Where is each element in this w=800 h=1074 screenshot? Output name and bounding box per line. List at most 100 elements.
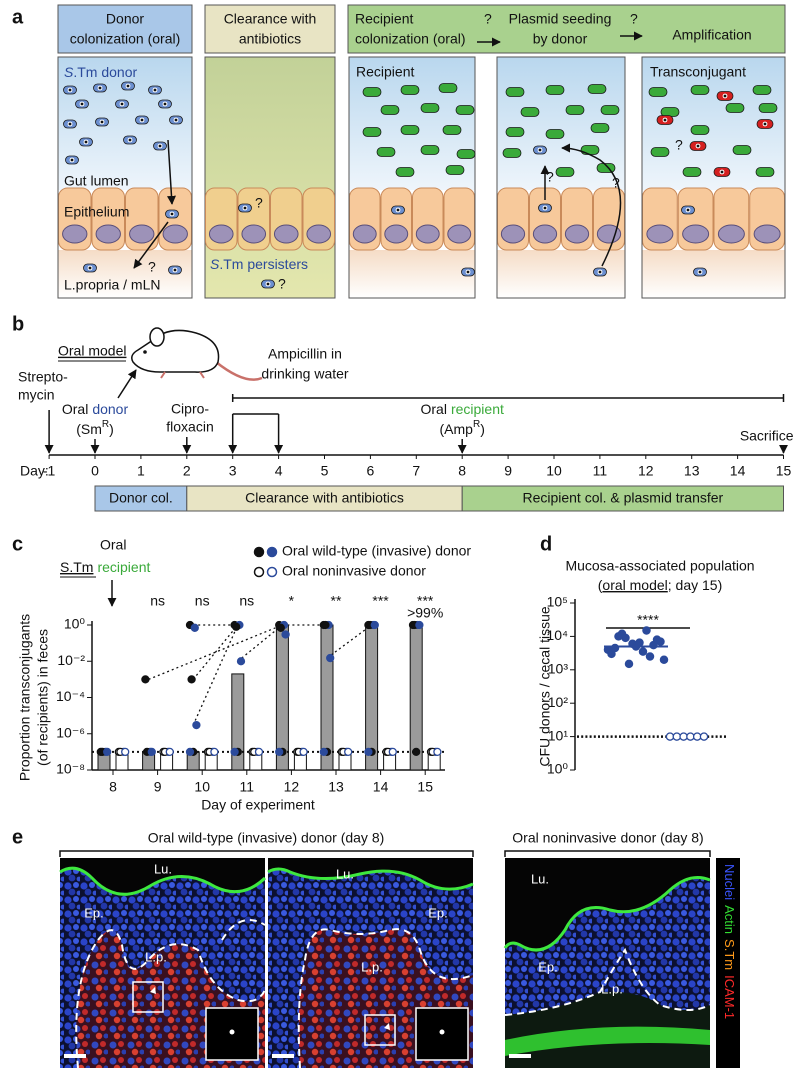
region-label: Lu.: [336, 866, 354, 881]
plasmid: [100, 120, 104, 124]
phase-bar: [94, 485, 188, 512]
dashed-boundary: [75, 919, 266, 1069]
region-label: L.p.: [361, 959, 383, 974]
micrograph: [267, 858, 474, 1069]
bacterium: [400, 85, 420, 95]
day-label: 8: [458, 463, 466, 479]
bacterium: [650, 147, 670, 157]
image-title: Oral wild-type (invasive) donor (day 8): [148, 830, 385, 846]
cell-nucleus: [352, 224, 377, 244]
treatment-period: [231, 394, 785, 402]
plasmid: [173, 268, 177, 272]
cell-nucleus: [564, 224, 590, 244]
bacterium: [600, 105, 620, 115]
plasmid: [466, 270, 470, 274]
phase-bar: [186, 485, 463, 512]
data-point: [686, 732, 695, 741]
resistance-label-part: ): [109, 421, 114, 437]
arrowhead: [384, 1023, 390, 1030]
header-text: by donor: [533, 31, 588, 47]
plasmid: [698, 270, 702, 274]
species-label-part: S: [64, 64, 74, 80]
data-point: [141, 675, 150, 684]
mouse-track: [148, 624, 283, 680]
data-point: [665, 732, 675, 741]
cell-nucleus: [162, 224, 188, 244]
cell-nucleus: [384, 224, 409, 244]
lumen-area: [268, 858, 473, 890]
plasmid: [723, 94, 727, 98]
resistance-label-part: R: [102, 419, 109, 430]
panel-letter: b: [12, 313, 24, 335]
mouse-tail: [215, 361, 263, 381]
bacterium: [376, 147, 396, 157]
treatment-label: mycin: [18, 387, 55, 403]
day-label: 9: [504, 463, 512, 479]
header-box: [347, 4, 786, 54]
plasmid: [68, 122, 72, 126]
cell-nucleus: [241, 224, 267, 244]
region-label: Ep.: [84, 905, 104, 920]
bacterium: [690, 125, 710, 135]
data-point: [656, 637, 665, 646]
bacterium: [755, 167, 775, 177]
panel-frame: [57, 56, 193, 299]
data-point: [232, 622, 241, 631]
chart-title: Mucosa-associated population: [565, 558, 754, 574]
bacterium: [555, 167, 575, 177]
bacterium: [725, 103, 745, 113]
cell-nucleus: [306, 224, 332, 244]
resistance-label-part: (Sm: [76, 421, 102, 437]
day-label: 12: [638, 463, 654, 479]
chart-subtitle: (oral model; day 15): [598, 577, 723, 593]
significance-label: *: [289, 593, 295, 609]
mouse-legs: [160, 371, 205, 379]
header-text: Recipient: [355, 11, 413, 27]
day-label: 7: [412, 463, 420, 479]
x-tick-label: 14: [373, 779, 389, 795]
x-axis-label: Day of experiment: [201, 797, 315, 813]
y-tick-label: 10⁴: [546, 627, 568, 643]
dashed-boundary: [297, 928, 474, 1069]
cell-nucleus: [646, 224, 674, 244]
y-tick-label: 10⁵: [547, 594, 568, 610]
actin-border: [267, 867, 474, 891]
data-point: [147, 747, 156, 757]
header-text: colonization (oral): [355, 31, 466, 47]
stain-name: Nuclei: [722, 864, 737, 900]
lamina-area: [642, 250, 785, 298]
region-label: Epithelium: [64, 204, 129, 220]
data-point: [254, 747, 264, 757]
day-label: 5: [321, 463, 329, 479]
day-label: 3: [229, 463, 237, 479]
data-point: [679, 732, 688, 741]
data-point: [236, 657, 246, 666]
model-label: Oral model: [58, 343, 126, 359]
bacterium: [362, 87, 382, 97]
data-point: [187, 675, 196, 684]
plasmid: [80, 102, 84, 106]
cell-nucleus: [682, 224, 710, 244]
cell-nucleus: [62, 224, 88, 244]
bacterium: [565, 105, 585, 115]
bacterium: [587, 84, 607, 94]
resistance-label: (SmR): [76, 419, 114, 437]
cell-nucleus: [95, 224, 121, 244]
panel-letter: c: [12, 533, 23, 555]
chart-subtitle-part: (: [598, 577, 603, 593]
question-mark: ?: [612, 175, 620, 191]
y-tick-label: 10³: [548, 661, 569, 677]
day-label: -1: [43, 463, 56, 479]
y-tick-label: 10⁰: [547, 761, 569, 777]
header-text: antibiotics: [239, 31, 301, 47]
significance-label: ***: [372, 593, 389, 609]
bacterium: [545, 129, 565, 139]
image-title: Oral noninvasive donor (day 8): [512, 830, 703, 846]
species-label-part: .Tm donor: [73, 64, 137, 80]
data-point: [364, 747, 373, 757]
bacterium: [545, 85, 565, 95]
plasmid: [68, 88, 72, 92]
plasmid: [538, 148, 542, 152]
lumen-area: [505, 858, 710, 950]
